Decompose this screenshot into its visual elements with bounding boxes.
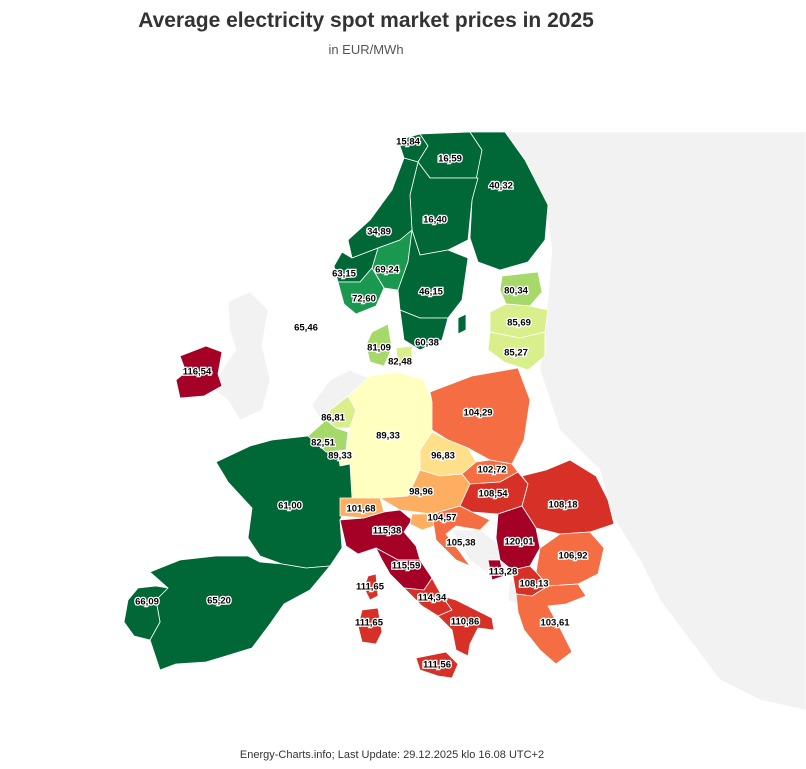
- label-ro: 108,18: [548, 500, 577, 511]
- zone-it-cor[interactable]: [363, 573, 379, 601]
- label-mk: 108,13: [519, 579, 548, 590]
- label-be: 82,51: [311, 438, 335, 449]
- label-dk2: 82,48: [388, 357, 412, 368]
- label-nl: 86,81: [321, 413, 345, 424]
- label-it-cn: 115,59: [392, 561, 421, 572]
- zone-at[interactable]: [379, 469, 471, 515]
- label-se1: 16,59: [438, 154, 462, 165]
- zone-ie[interactable]: [175, 345, 223, 399]
- label-no3: 34,89: [367, 227, 391, 238]
- label-at: 98,96: [409, 487, 433, 498]
- zone-gr[interactable]: [515, 583, 587, 665]
- label-no4: 15,84: [396, 137, 420, 148]
- zone-dk1[interactable]: [365, 323, 393, 367]
- label-it-c: 114,34: [418, 593, 447, 604]
- zones: [123, 131, 615, 679]
- label-es: 65,20: [207, 596, 231, 607]
- label-lu: 89,33: [328, 451, 352, 462]
- label-it-n: 115,38: [373, 526, 402, 537]
- label-it-sic: 111,56: [423, 660, 451, 671]
- zone-es[interactable]: [149, 555, 331, 671]
- label-fr: 61,00: [278, 501, 302, 512]
- value-labels: 15,84 16,59 40,32 16,40 34,89 69,24 63,1…: [134, 135, 589, 672]
- label-it-sar: 111,65: [355, 618, 384, 629]
- zone-pt[interactable]: [123, 585, 169, 641]
- label-ie: 116,54: [183, 367, 212, 378]
- label-pt: 66,09: [135, 597, 159, 608]
- label-sk: 102,72: [477, 465, 506, 476]
- label-it-s: 110,86: [451, 617, 480, 628]
- label-lv: 85,69: [507, 318, 531, 329]
- label-nsl: 65,46: [294, 323, 318, 334]
- label-si: 104,57: [427, 513, 456, 524]
- credits[interactable]: Energy-Charts.info; Last Update: 29.12.2…: [239, 749, 545, 761]
- label-no5: 63,15: [332, 269, 356, 280]
- label-de: 89,33: [376, 431, 400, 442]
- zone-it-s[interactable]: [437, 595, 495, 657]
- label-hu: 108,54: [478, 489, 508, 500]
- label-se3: 46,15: [419, 287, 443, 298]
- label-fi: 40,32: [489, 181, 513, 192]
- chart-title: Average electricity spot market prices i…: [138, 9, 594, 32]
- zone-me[interactable]: [487, 559, 505, 581]
- label-no2: 72,60: [352, 294, 376, 305]
- label-se4: 60,38: [415, 338, 439, 349]
- interconnector-line: [269, 299, 341, 351]
- label-bg: 106,92: [558, 551, 587, 562]
- zone-it-sic[interactable]: [415, 651, 459, 679]
- zone-dk2[interactable]: [395, 345, 413, 367]
- label-me: 113,28: [489, 567, 518, 578]
- zone-ro[interactable]: [521, 459, 615, 535]
- label-lt: 85,27: [504, 348, 528, 359]
- label-dk1: 81,09: [367, 343, 391, 354]
- label-ee: 80,34: [504, 286, 528, 297]
- label-no1: 69,24: [375, 265, 399, 276]
- zone-it-n[interactable]: [339, 509, 421, 561]
- label-se2: 16,40: [423, 215, 447, 226]
- label-ch: 101,68: [346, 504, 375, 515]
- label-cz: 96,83: [431, 451, 455, 462]
- zone-lt[interactable]: [487, 331, 546, 371]
- chart-subtitle: in EUR/MWh: [328, 42, 404, 57]
- zone-se4[interactable]: [399, 309, 449, 351]
- label-pl: 104,29: [463, 408, 492, 419]
- label-hr: 105,38: [446, 538, 475, 549]
- zone-gotland[interactable]: [457, 313, 467, 335]
- zone-it-sar[interactable]: [357, 607, 383, 645]
- label-it-cor: 111,65: [356, 582, 385, 593]
- zone-hr[interactable]: [431, 505, 491, 567]
- zone-no2[interactable]: [337, 267, 385, 315]
- label-gr: 103,61: [540, 618, 570, 629]
- label-rs: 120,01: [504, 537, 534, 548]
